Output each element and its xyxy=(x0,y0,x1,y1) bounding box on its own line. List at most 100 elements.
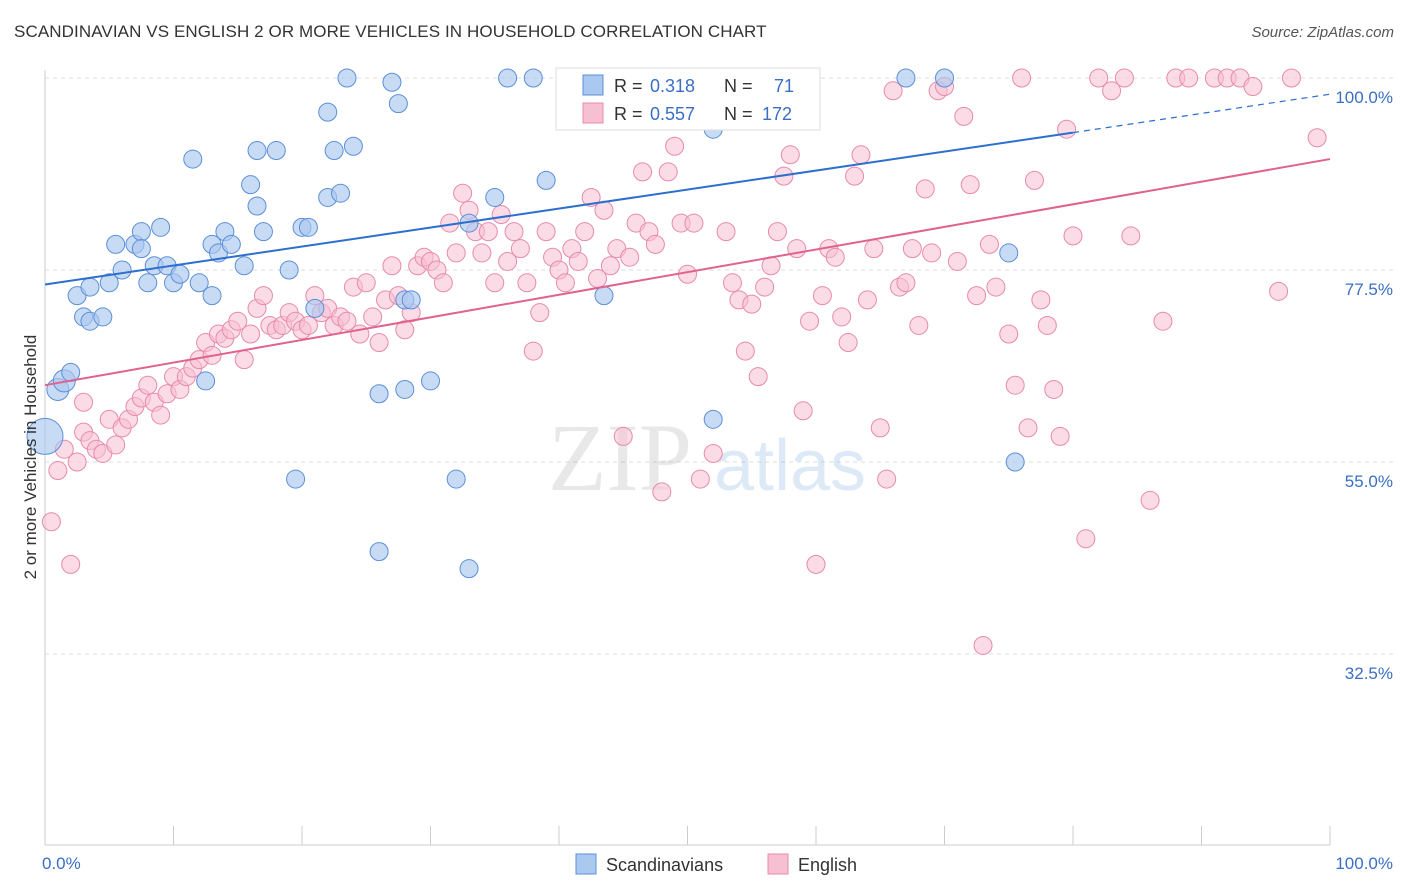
scandinavians-point xyxy=(331,183,351,203)
english-point xyxy=(1012,68,1032,88)
chart-title: SCANDINAVIAN VS ENGLISH 2 OR MORE VEHICL… xyxy=(14,22,767,41)
english-point xyxy=(633,162,653,182)
english-point xyxy=(613,426,633,446)
english-point xyxy=(1089,68,1109,88)
english-point xyxy=(851,145,871,165)
english-point xyxy=(1269,281,1289,301)
scandinavians-point xyxy=(369,384,389,404)
legend-label-english: English xyxy=(798,855,857,875)
english-point xyxy=(337,311,357,331)
english-point xyxy=(832,307,852,327)
english-point xyxy=(1114,68,1134,88)
scandinavians-point xyxy=(388,94,408,114)
english-point xyxy=(1044,379,1064,399)
scandinavians-point xyxy=(337,68,357,88)
scandinavians-point xyxy=(80,277,100,297)
y-tick-label: 100.0% xyxy=(1335,88,1393,107)
english-point xyxy=(1307,128,1327,148)
legend-label-scandinavians: Scandinavians xyxy=(606,855,723,875)
english-point xyxy=(909,315,929,335)
scandinavians-point xyxy=(446,469,466,489)
english-point xyxy=(967,286,987,306)
y-tick-label: 55.0% xyxy=(1345,472,1393,491)
legend: Scandinavians English xyxy=(575,853,857,875)
english-point xyxy=(1243,77,1263,97)
scandinavians-point xyxy=(253,222,273,242)
english-point xyxy=(742,294,762,314)
x-tick-label: 100.0% xyxy=(1335,854,1393,873)
english-point xyxy=(1140,490,1160,510)
scandinavians-point xyxy=(138,273,158,293)
scandinavians-point xyxy=(221,234,241,254)
scandinavians-point xyxy=(523,68,543,88)
english-point xyxy=(999,324,1019,344)
english-point xyxy=(356,273,376,293)
scandinavians-point xyxy=(151,217,171,237)
english-point xyxy=(491,205,511,225)
english-point xyxy=(658,162,678,182)
english-point xyxy=(838,333,858,353)
english-point xyxy=(896,273,916,293)
english-point xyxy=(446,243,466,263)
english-point xyxy=(883,81,903,101)
english-point xyxy=(1063,226,1083,246)
scandinavians-point xyxy=(421,371,440,391)
scandinavians-point xyxy=(131,239,151,259)
english-point xyxy=(1024,170,1044,190)
scandinavians-point xyxy=(536,170,556,190)
y-tick-label: 77.5% xyxy=(1345,280,1393,299)
scandinavians-point xyxy=(241,175,261,195)
english-point xyxy=(61,554,81,574)
english-point xyxy=(1018,418,1038,438)
english-point xyxy=(485,273,505,293)
english-point xyxy=(1179,68,1199,88)
english-point xyxy=(690,469,710,489)
english-point xyxy=(735,341,755,361)
trend-line-english xyxy=(44,158,1331,387)
scandinavians-point xyxy=(279,260,299,280)
english-point xyxy=(979,234,999,254)
scandinavians-point xyxy=(106,234,126,254)
english-point xyxy=(241,324,261,344)
english-point xyxy=(1153,311,1173,331)
legend-swatch-english xyxy=(767,853,789,875)
stats-r-label-scandinavians: R = xyxy=(614,76,643,96)
series-english xyxy=(41,68,1327,655)
scandinavians-point xyxy=(999,243,1019,263)
scandinavians-point xyxy=(343,136,363,156)
scandinavians-point xyxy=(247,196,267,216)
english-point xyxy=(298,315,318,335)
scandinavians-point xyxy=(234,256,254,276)
english-point xyxy=(857,290,877,310)
scandinavians-point xyxy=(189,273,209,293)
scandinavians-point xyxy=(131,222,151,242)
english-point xyxy=(800,311,820,331)
english-point xyxy=(620,247,640,267)
english-point xyxy=(594,200,614,220)
scandinavians-point xyxy=(305,298,325,318)
english-point xyxy=(825,247,845,267)
english-point xyxy=(780,145,800,165)
english-point xyxy=(915,179,935,199)
english-point xyxy=(1050,426,1070,446)
scandinavians-point xyxy=(498,68,518,88)
english-point xyxy=(234,350,254,370)
stats-n-value-english: 172 xyxy=(762,104,792,124)
english-point xyxy=(755,277,775,297)
scandinavians-point xyxy=(369,542,389,562)
stats-n-label-scandinavians: N = xyxy=(724,76,753,96)
scandinavians-point xyxy=(485,187,505,207)
scandinavians-point xyxy=(170,264,190,284)
english-point xyxy=(395,320,415,340)
source-label: Source: ZipAtlas.com xyxy=(1251,24,1394,41)
scandinavians-point xyxy=(401,290,421,310)
scandinavians-point xyxy=(298,217,318,237)
stats-n-value-scandinavians: 71 xyxy=(774,76,794,96)
english-point xyxy=(986,277,1006,297)
stats-swatch-english xyxy=(582,102,604,124)
english-point xyxy=(1037,315,1057,335)
english-point xyxy=(1076,529,1096,549)
english-point xyxy=(922,243,942,263)
english-point xyxy=(1102,81,1122,101)
